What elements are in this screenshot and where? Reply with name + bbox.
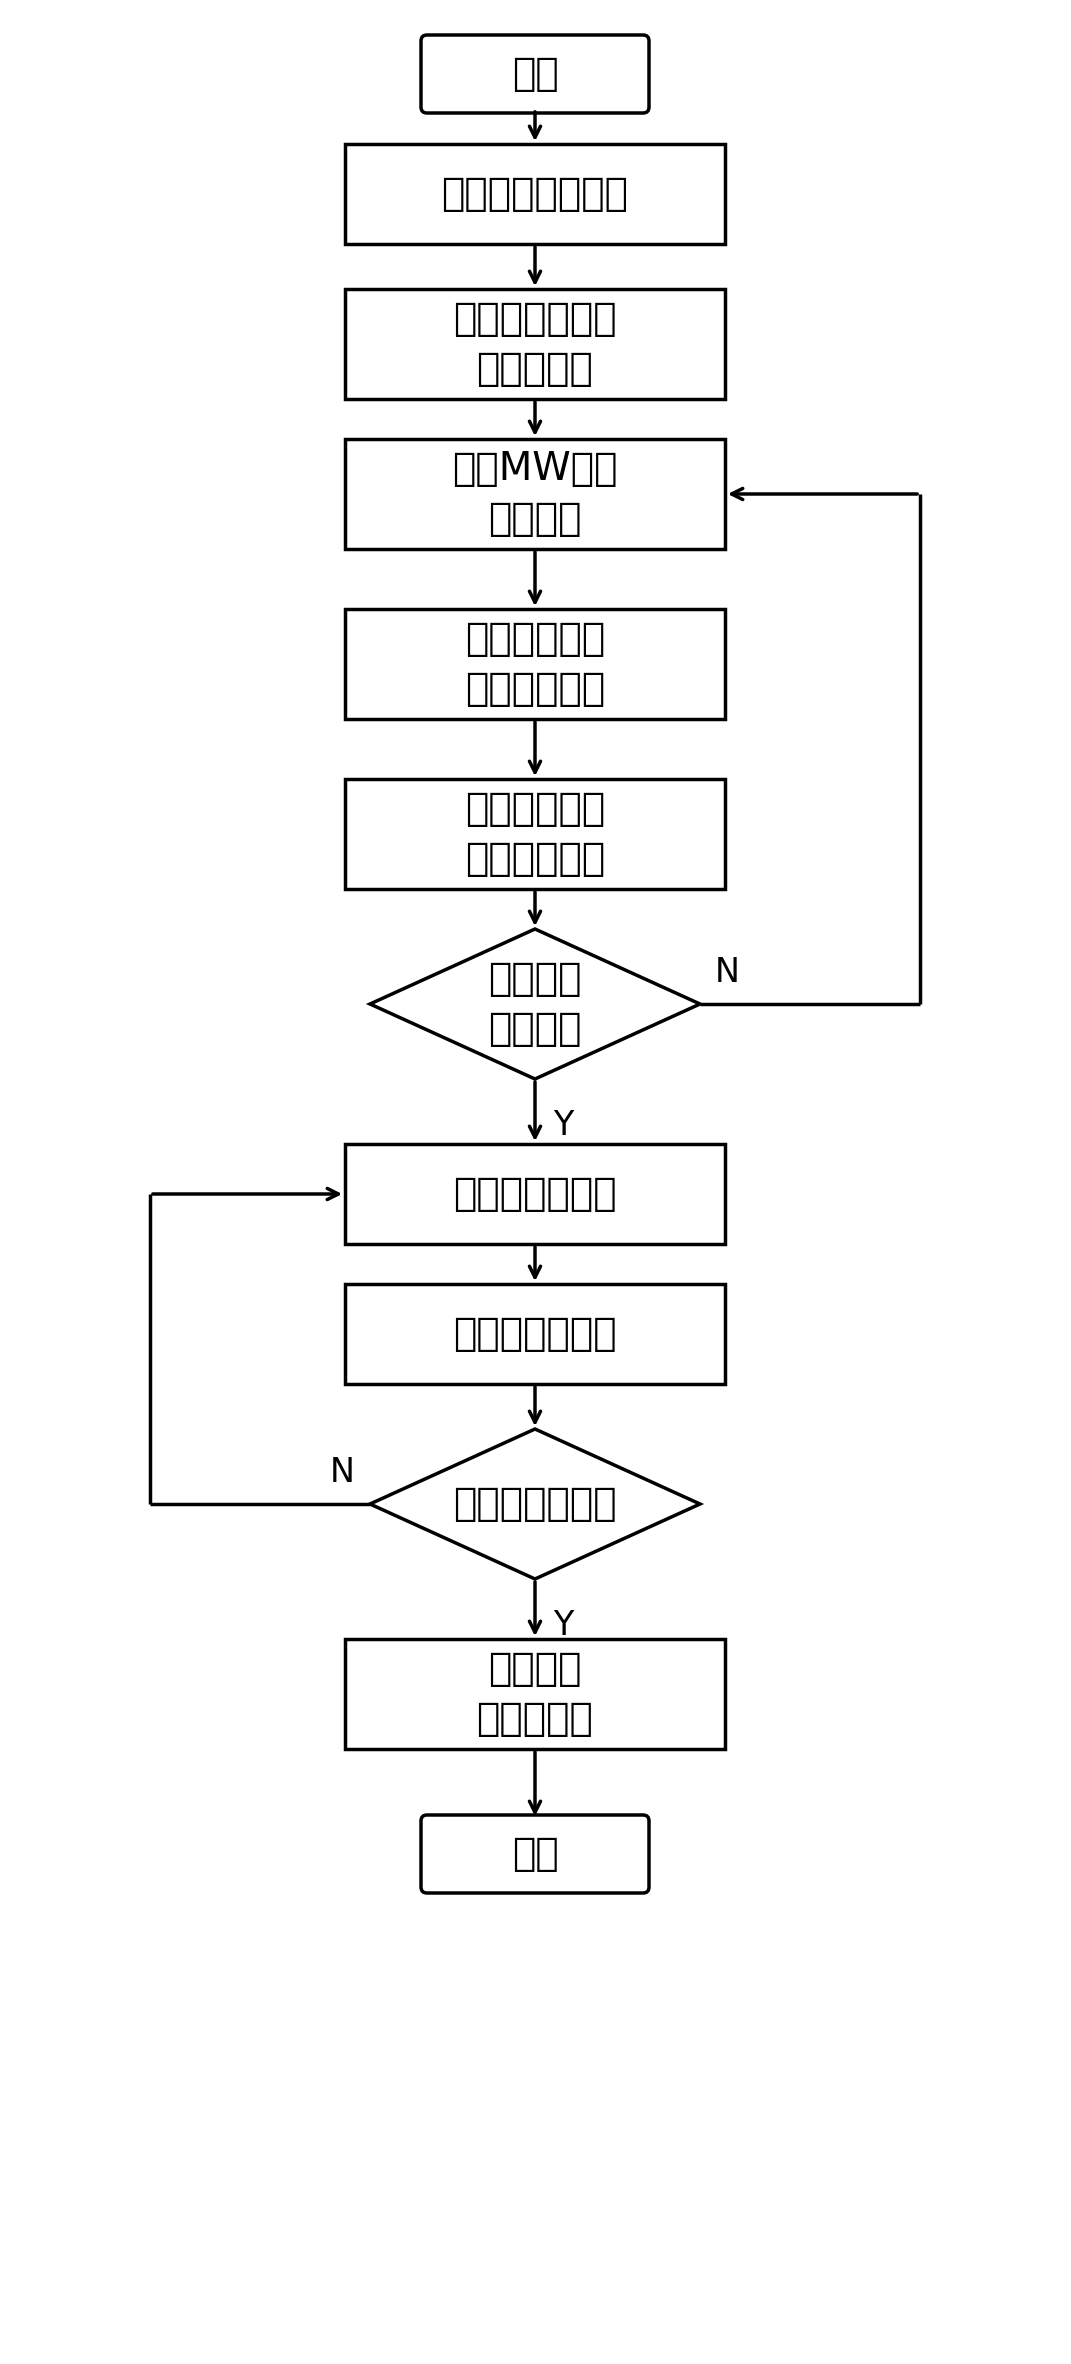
FancyBboxPatch shape	[421, 35, 649, 113]
FancyBboxPatch shape	[421, 1816, 649, 1894]
Bar	[345, 440, 725, 548]
Text: 显示发生
周跳的历元: 显示发生 周跳的历元	[477, 1650, 593, 1738]
Bar	[345, 780, 725, 889]
Bar	[345, 1638, 725, 1749]
Bar	[345, 1144, 725, 1243]
Text: 获得北斗三频
载波相位方程: 获得北斗三频 载波相位方程	[465, 619, 605, 707]
Bar	[345, 144, 725, 243]
Text: 提取载波相位、
伪距测量值: 提取载波相位、 伪距测量值	[453, 300, 617, 388]
Polygon shape	[369, 929, 700, 1078]
Text: 构建MW组合
观测模型: 构建MW组合 观测模型	[452, 449, 618, 539]
Text: Y: Y	[553, 1610, 573, 1643]
Text: 单频点周跳计算: 单频点周跳计算	[453, 1175, 617, 1213]
Polygon shape	[369, 1428, 700, 1579]
Bar	[345, 1284, 725, 1383]
Text: Y: Y	[553, 1109, 573, 1142]
Text: 线性组合三频
载波相位方程: 线性组合三频 载波相位方程	[465, 790, 605, 877]
Text: 开始: 开始	[512, 54, 558, 92]
Text: 建立周跳检测量: 建立周跳检测量	[453, 1314, 617, 1352]
Text: N: N	[330, 1456, 355, 1489]
Text: 结束: 结束	[512, 1834, 558, 1872]
Bar	[345, 288, 725, 400]
Text: 组合方程
系数选取: 组合方程 系数选取	[488, 960, 582, 1047]
Text: 周跳阈值的判断: 周跳阈值的判断	[453, 1485, 617, 1522]
Bar	[345, 610, 725, 719]
Text: N: N	[715, 955, 740, 988]
Text: 接收北斗三频数据: 接收北斗三频数据	[441, 175, 629, 213]
